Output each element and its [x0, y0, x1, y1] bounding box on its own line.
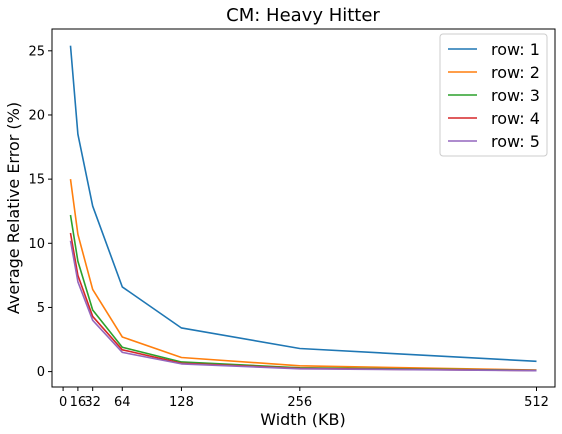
series-line-row-2	[69, 179, 537, 371]
x-tick-label: 128	[169, 395, 194, 410]
x-tick-label: 0	[59, 395, 67, 410]
y-axis-title: Average Relative Error (%)	[4, 102, 23, 314]
series-line-row-1	[69, 45, 537, 363]
legend: row: 1 row: 2 row: 3 row: 4 row: 5	[439, 33, 548, 157]
x-tick-label: 16	[70, 395, 87, 410]
chart-title: CM: Heavy Hitter	[226, 5, 380, 26]
legend-label: row: 2	[491, 63, 540, 82]
y-tick-label: 25	[28, 44, 45, 59]
legend-label: row: 5	[491, 132, 540, 151]
x-tick-label: 64	[114, 395, 131, 410]
x-tick-label: 256	[287, 395, 312, 410]
y-tick-label: 15	[28, 173, 45, 188]
legend-label: row: 4	[491, 109, 540, 128]
y-axis: 0 5 10 15 20 25	[28, 44, 52, 380]
x-axis-title: Width (KB)	[260, 410, 346, 429]
x-tick-label: 32	[84, 395, 101, 410]
y-tick-label: 20	[28, 108, 45, 123]
y-tick-label: 5	[37, 301, 45, 316]
x-tick-label: 512	[524, 395, 549, 410]
series-line-row-5	[69, 240, 537, 372]
series-lines	[69, 45, 537, 372]
plot-frame	[51, 28, 556, 388]
y-tick-label: 0	[37, 365, 45, 380]
legend-label: row: 3	[491, 86, 540, 105]
legend-label: row: 1	[491, 40, 540, 59]
y-tick-label: 10	[28, 237, 45, 252]
legend-box	[439, 33, 548, 157]
